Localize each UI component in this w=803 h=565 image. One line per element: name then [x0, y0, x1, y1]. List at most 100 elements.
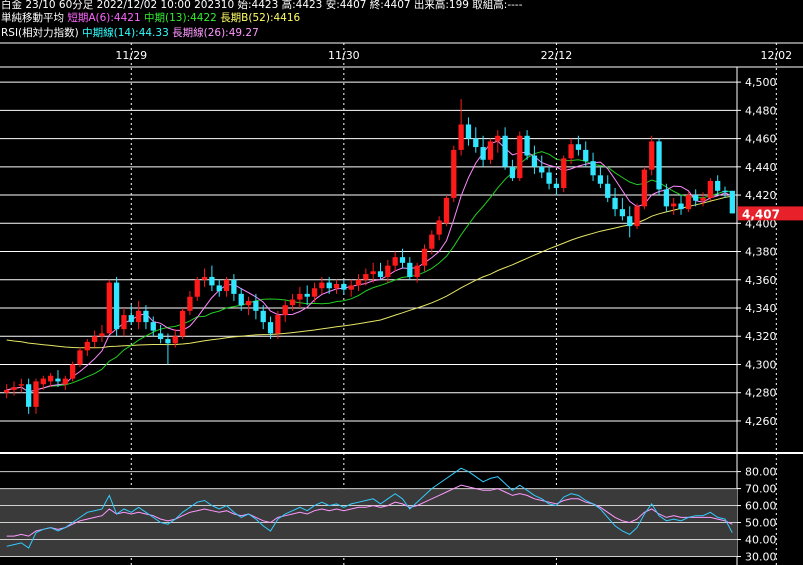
y-tick-label: 4,260 [745, 415, 777, 428]
y-tick-label: 4,440 [745, 161, 777, 174]
candle-body [355, 279, 362, 286]
candle [165, 333, 171, 365]
candle [465, 117, 472, 146]
candle [289, 293, 296, 311]
candle [18, 378, 24, 393]
y-tick-label: 4,480 [745, 104, 777, 117]
candle-body [157, 333, 164, 340]
y-tick-label: 4,500 [745, 76, 777, 89]
candle-body [465, 124, 472, 139]
candle-body [106, 282, 112, 334]
candle-body [656, 141, 662, 190]
candle [678, 195, 684, 215]
rsi-tick-label: 70.00 [745, 483, 777, 496]
y-tick-label: 4,380 [745, 246, 777, 259]
candle-body [685, 195, 691, 210]
candle [106, 279, 112, 334]
candle-body [451, 149, 457, 198]
candle-body [392, 257, 398, 266]
candle [304, 285, 310, 306]
candle-body [649, 141, 655, 170]
candle [385, 260, 391, 283]
candle [172, 329, 178, 348]
candle [546, 166, 552, 190]
candle-body [531, 155, 538, 167]
current-price-label: 4,407 [742, 207, 780, 221]
candle-body [231, 279, 237, 294]
ma-short-line [6, 140, 733, 393]
y-tick-label: 4,340 [745, 302, 777, 315]
candle [363, 268, 369, 286]
candle-body [121, 315, 127, 330]
candle-body [18, 384, 24, 386]
candle [722, 186, 728, 198]
candle-body [11, 387, 17, 390]
candle [55, 370, 61, 388]
candle-body [729, 190, 735, 214]
candle-body [48, 375, 54, 382]
candle [509, 159, 516, 181]
candle-body [304, 293, 310, 297]
rsi-mid-label: 中期線(14):44.33 [82, 27, 169, 39]
chart-header: 白金 23/10 60分足 2022/12/02 10:00 202310 始:… [0, 0, 803, 42]
candle [443, 195, 450, 227]
candle [517, 131, 523, 181]
candle [187, 291, 193, 316]
y-tick-label: 4,320 [745, 330, 777, 343]
candle-body [216, 285, 222, 292]
candle [531, 145, 538, 174]
candle [209, 265, 215, 292]
candle [671, 197, 677, 215]
candle [297, 286, 303, 308]
candle [414, 262, 420, 283]
candle [135, 300, 142, 330]
sma-short-label: 短期A(6):4421 [67, 12, 141, 24]
candle-body [91, 336, 98, 342]
candle-body [143, 310, 149, 323]
x-tick-label: 22/12 [541, 49, 573, 62]
x-tick-label: 11/30 [328, 49, 360, 62]
candle-body [26, 384, 32, 407]
ma-mid-line [6, 151, 733, 393]
candle-body [99, 333, 105, 337]
candle [267, 316, 274, 340]
candle-body [55, 378, 61, 382]
candle [223, 276, 230, 297]
candle-body [69, 364, 76, 379]
candle [40, 375, 46, 390]
candle [729, 190, 735, 214]
y-tick-label: 4,280 [745, 387, 777, 400]
candle [524, 130, 530, 160]
candle-body [509, 166, 516, 179]
candle-body [399, 257, 406, 263]
candle [399, 248, 406, 269]
candle-body [495, 135, 501, 142]
candle [11, 381, 17, 396]
rsi-tick-label: 40.00 [745, 534, 777, 547]
candle-body [377, 271, 384, 277]
candle-body [172, 336, 178, 344]
candle [421, 244, 428, 272]
candle [392, 251, 398, 272]
candle [84, 339, 90, 356]
candle-body [311, 288, 318, 297]
candle-body [678, 203, 684, 210]
candle-body [223, 279, 230, 292]
candle [627, 206, 633, 238]
candle-body [458, 124, 464, 150]
candle-body [553, 183, 560, 188]
candle-body [524, 135, 530, 156]
candle [634, 203, 640, 229]
candle-body [421, 248, 428, 266]
candle [473, 127, 479, 153]
candle [700, 192, 706, 207]
candle [663, 183, 670, 212]
candle-body [583, 149, 589, 162]
candle [260, 305, 266, 330]
sma-title: 単純移動平均 [1, 12, 64, 24]
candle-body [707, 180, 713, 198]
candle-body [62, 378, 68, 385]
candle [319, 276, 325, 294]
candle-body [201, 276, 208, 280]
candle-body [429, 234, 435, 249]
